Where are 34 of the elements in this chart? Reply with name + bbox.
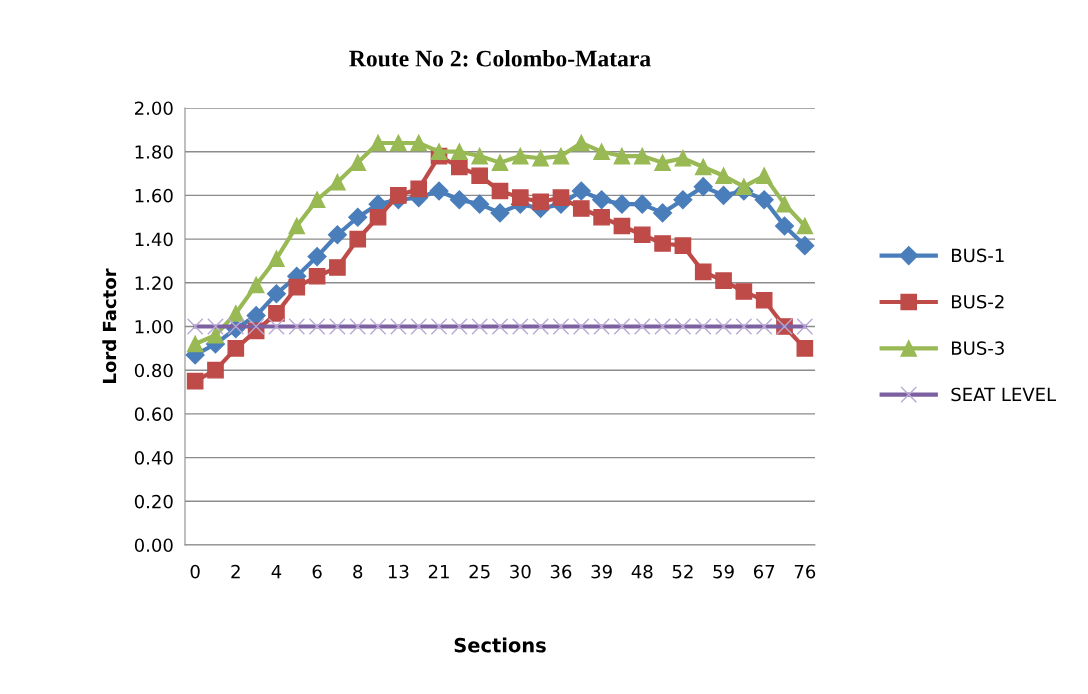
y-tick-label: 1.40 [135, 232, 173, 247]
x-tick-label: 2 [231, 564, 240, 579]
y-tick-label: 0.80 [134, 363, 173, 378]
x-tick-label: 52 [672, 564, 693, 579]
y-tick-label: 2.00 [135, 101, 173, 116]
chart-title: Route No 2: Colombo-Matara [349, 49, 651, 67]
y-axis-title: Lord Factor [102, 268, 117, 383]
x-tick-label: 13 [388, 564, 409, 579]
x-tick-label: 48 [631, 564, 653, 579]
x-tick-label: 8 [353, 564, 363, 579]
x-tick-label: 25 [469, 564, 490, 579]
x-tick-label: 59 [713, 564, 734, 579]
x-tick-label: 6 [312, 564, 322, 579]
x-tick-label: 30 [510, 564, 531, 579]
x-tick-label: 21 [428, 564, 449, 579]
y-tick-label: 0.20 [134, 494, 173, 509]
y-tick-label: 0.60 [134, 407, 173, 422]
legend-label: SEAT LEVEL [951, 387, 1057, 402]
x-tick-label: 0 [190, 564, 200, 579]
y-tick-label: 0.00 [134, 538, 173, 553]
legend-label: BUS-3 [952, 341, 1004, 355]
y-tick-label: 0.40 [134, 451, 173, 465]
y-tick-label: 1.20 [135, 276, 173, 290]
x-tick-label: 67 [753, 564, 775, 579]
legend-label: BUS-2 [952, 294, 1004, 309]
y-tick-label: 1.60 [135, 188, 173, 203]
x-tick-label: 39 [591, 564, 612, 579]
y-tick-label: 1.00 [135, 319, 173, 334]
legend-label: BUS-1 [952, 248, 1004, 263]
x-axis-title: Sections [454, 637, 546, 653]
x-tick-label: 76 [794, 564, 816, 579]
y-tick-label: 1.80 [135, 145, 173, 159]
x-tick-label: 36 [550, 564, 572, 579]
x-tick-label: 4 [271, 565, 282, 579]
